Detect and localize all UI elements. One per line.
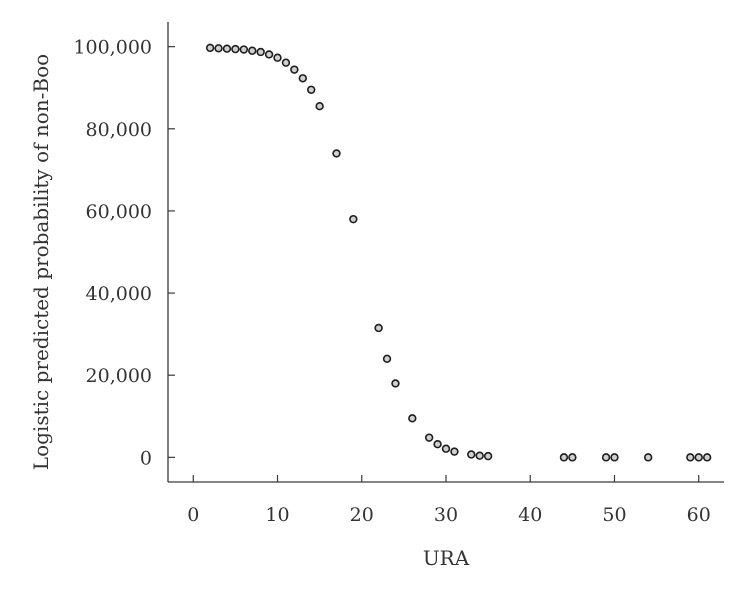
data-point: [231, 44, 240, 54]
x-tick-label: 60: [687, 504, 711, 526]
data-point: [610, 453, 619, 462]
data-point: [290, 65, 299, 74]
data-point: [686, 453, 695, 462]
data-point: [374, 323, 383, 333]
data-point: [222, 44, 232, 53]
data-point: [391, 379, 400, 388]
data-point: [643, 453, 653, 462]
y-axis-title: Logistic predicted probability of non-Bo…: [29, 54, 53, 470]
data-point: [264, 50, 274, 59]
axes: [167, 22, 724, 483]
data-point: [475, 451, 484, 460]
x-tick-label: 40: [518, 504, 542, 526]
y-axis-ticks: 0 20,000 40,000 60,000 80,000 100,000: [73, 37, 175, 469]
data-point: [559, 453, 569, 462]
data-point: [483, 451, 493, 461]
data-point: [450, 447, 459, 456]
y-tick-label: 20,000: [86, 365, 152, 387]
data-point: [298, 74, 307, 83]
y-tick-label: 0: [140, 447, 152, 469]
data-point: [248, 46, 257, 55]
x-axis-title: URA: [423, 546, 470, 570]
x-axis-ticks: 0 10 20 30 40 50 60: [187, 475, 711, 526]
x-tick-label: 20: [350, 504, 374, 526]
y-tick-label: 80,000: [86, 119, 152, 141]
data-point: [408, 414, 417, 423]
data-point: [382, 354, 392, 363]
data-point: [273, 53, 282, 62]
data-point: [601, 453, 611, 462]
data-point: [281, 58, 291, 67]
data-point: [467, 450, 476, 459]
data-point: [256, 47, 265, 57]
data-point: [441, 444, 451, 453]
y-tick-label: 60,000: [86, 201, 152, 223]
y-tick-label: 40,000: [86, 283, 152, 305]
data-point: [315, 101, 324, 111]
data-point: [568, 453, 577, 462]
x-tick-label: 0: [187, 504, 199, 526]
data-point: [349, 214, 358, 224]
data-point: [702, 453, 712, 462]
data-point: [433, 440, 442, 449]
data-point: [214, 44, 223, 53]
x-tick-label: 10: [265, 504, 289, 526]
data-point: [239, 45, 249, 54]
data-point: [694, 453, 703, 462]
y-tick-label: 100,000: [73, 37, 152, 59]
x-tick-label: 50: [602, 504, 626, 526]
data-points: [205, 43, 712, 462]
data-point: [332, 149, 341, 158]
data-point: [307, 85, 316, 94]
x-tick-label: 30: [434, 504, 458, 526]
data-point: [424, 433, 434, 442]
data-point: [205, 43, 215, 53]
